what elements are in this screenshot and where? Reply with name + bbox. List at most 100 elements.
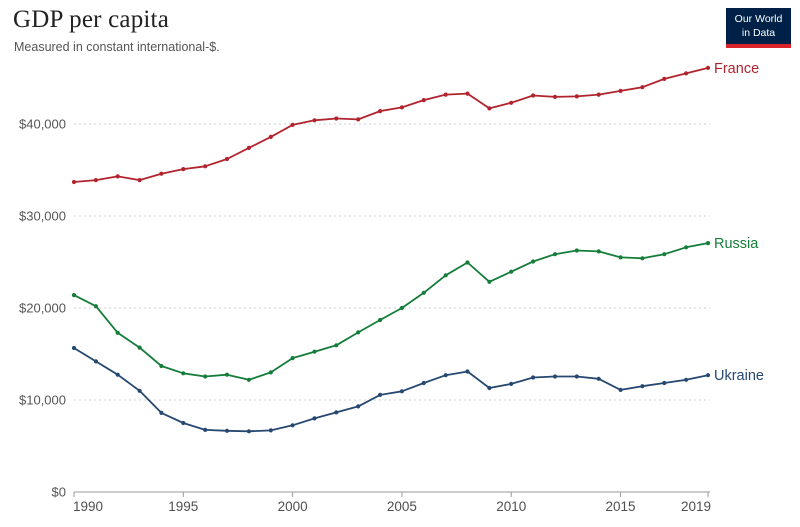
data-point-ukraine-2000[interactable] <box>290 423 295 428</box>
data-point-ukraine-2014[interactable] <box>596 376 601 381</box>
data-point-france-1998[interactable] <box>246 145 251 150</box>
data-point-ukraine-1999[interactable] <box>268 428 273 433</box>
data-point-france-2003[interactable] <box>356 117 361 122</box>
data-point-france-2007[interactable] <box>443 92 448 97</box>
data-point-ukraine-2005[interactable] <box>399 389 404 394</box>
data-point-russia-2006[interactable] <box>421 290 426 295</box>
data-point-france-2015[interactable] <box>618 88 623 93</box>
data-point-france-2019[interactable] <box>705 65 711 70</box>
data-point-france-1996[interactable] <box>203 164 208 169</box>
data-point-ukraine-1997[interactable] <box>224 428 230 433</box>
data-point-russia-1997[interactable] <box>224 372 230 377</box>
data-point-russia-2012[interactable] <box>552 252 558 257</box>
data-point-ukraine-2009[interactable] <box>487 385 492 391</box>
data-point-ukraine-2015[interactable] <box>618 387 623 392</box>
data-point-france-2004[interactable] <box>378 109 383 114</box>
data-point-russia-2002[interactable] <box>334 343 339 348</box>
data-point-ukraine-2018[interactable] <box>684 377 689 382</box>
series-line-ukraine[interactable] <box>73 347 709 433</box>
data-point-france-1991[interactable] <box>93 178 98 183</box>
data-point-russia-2004[interactable] <box>378 317 383 323</box>
data-point-ukraine-2003[interactable] <box>356 404 361 409</box>
data-point-ukraine-2008[interactable] <box>465 369 470 374</box>
data-point-russia-1996[interactable] <box>203 374 208 379</box>
data-point-france-1992[interactable] <box>115 174 120 179</box>
data-point-france-2012[interactable] <box>552 94 558 99</box>
data-point-france-2018[interactable] <box>684 71 689 76</box>
data-point-france-2017[interactable] <box>662 76 667 81</box>
data-point-ukraine-1991[interactable] <box>93 359 98 364</box>
data-point-russia-1990[interactable] <box>71 293 77 298</box>
data-point-france-2000[interactable] <box>290 122 295 127</box>
series-label-ukraine[interactable]: Ukraine <box>714 368 764 384</box>
data-point-ukraine-1995[interactable] <box>181 420 186 426</box>
series-label-france[interactable]: France <box>714 61 759 77</box>
data-point-france-1999[interactable] <box>268 134 273 139</box>
data-point-ukraine-2004[interactable] <box>378 392 383 397</box>
data-point-russia-2003[interactable] <box>356 330 361 335</box>
data-point-france-2001[interactable] <box>312 118 317 123</box>
data-point-ukraine-2017[interactable] <box>662 380 667 386</box>
data-point-france-1993[interactable] <box>137 178 142 183</box>
page-title: GDP per capita <box>13 6 169 33</box>
series-line-france[interactable] <box>73 67 709 183</box>
data-point-russia-1993[interactable] <box>137 345 142 350</box>
data-point-ukraine-2002[interactable] <box>334 410 339 415</box>
data-point-france-1997[interactable] <box>224 156 230 162</box>
data-point-ukraine-2010[interactable] <box>509 381 514 386</box>
data-point-france-2013[interactable] <box>574 94 579 99</box>
series-line-russia[interactable] <box>73 242 709 381</box>
owid-logo[interactable]: Our World in Data <box>726 8 791 49</box>
data-point-russia-2019[interactable] <box>705 241 711 246</box>
data-point-russia-2013[interactable] <box>574 248 579 253</box>
data-point-ukraine-2006[interactable] <box>421 380 426 386</box>
data-point-ukraine-1996[interactable] <box>203 427 208 432</box>
data-point-ukraine-2011[interactable] <box>531 375 536 380</box>
data-point-russia-2015[interactable] <box>618 255 623 260</box>
data-point-ukraine-2013[interactable] <box>574 374 579 379</box>
data-point-ukraine-1990[interactable] <box>71 345 77 351</box>
data-point-france-2005[interactable] <box>399 105 404 110</box>
data-point-france-1994[interactable] <box>159 171 164 176</box>
data-point-russia-1998[interactable] <box>246 377 251 382</box>
data-point-russia-2008[interactable] <box>465 260 470 265</box>
data-point-russia-1992[interactable] <box>115 330 120 335</box>
data-point-ukraine-2019[interactable] <box>705 373 711 378</box>
data-point-russia-1994[interactable] <box>159 363 164 369</box>
data-point-russia-2011[interactable] <box>531 259 536 264</box>
data-point-russia-2007[interactable] <box>443 273 448 278</box>
x-tick-label-2005: 2005 <box>387 499 417 514</box>
series-label-russia[interactable]: Russia <box>714 236 759 252</box>
data-point-ukraine-1993[interactable] <box>137 388 142 393</box>
data-point-russia-2001[interactable] <box>312 349 317 354</box>
data-point-france-2014[interactable] <box>596 92 601 97</box>
data-point-russia-2000[interactable] <box>290 356 295 361</box>
data-point-russia-2014[interactable] <box>596 249 601 254</box>
data-point-russia-2017[interactable] <box>662 252 667 257</box>
data-point-russia-1991[interactable] <box>93 304 98 309</box>
data-point-ukraine-2007[interactable] <box>443 373 448 378</box>
data-point-russia-1999[interactable] <box>268 370 273 375</box>
data-point-france-2006[interactable] <box>421 98 426 103</box>
data-point-ukraine-1994[interactable] <box>159 410 164 415</box>
data-point-ukraine-1998[interactable] <box>246 429 251 434</box>
data-point-france-2002[interactable] <box>334 116 339 121</box>
data-point-russia-2005[interactable] <box>399 305 404 311</box>
data-point-russia-2016[interactable] <box>640 256 645 261</box>
data-point-france-2016[interactable] <box>640 85 645 90</box>
data-point-ukraine-2016[interactable] <box>640 384 645 389</box>
data-point-russia-2009[interactable] <box>487 279 492 284</box>
data-point-russia-2018[interactable] <box>684 245 689 250</box>
data-point-france-2009[interactable] <box>487 106 492 111</box>
data-point-russia-2010[interactable] <box>509 269 514 274</box>
data-point-france-2011[interactable] <box>531 93 536 98</box>
data-point-ukraine-2001[interactable] <box>312 416 317 421</box>
data-point-ukraine-2012[interactable] <box>552 374 558 379</box>
data-point-france-1995[interactable] <box>181 167 186 172</box>
data-point-france-1990[interactable] <box>71 179 77 185</box>
data-point-france-2010[interactable] <box>509 100 514 105</box>
data-point-ukraine-1992[interactable] <box>115 372 120 377</box>
data-point-france-2008[interactable] <box>465 91 470 96</box>
data-point-russia-1995[interactable] <box>181 371 186 376</box>
